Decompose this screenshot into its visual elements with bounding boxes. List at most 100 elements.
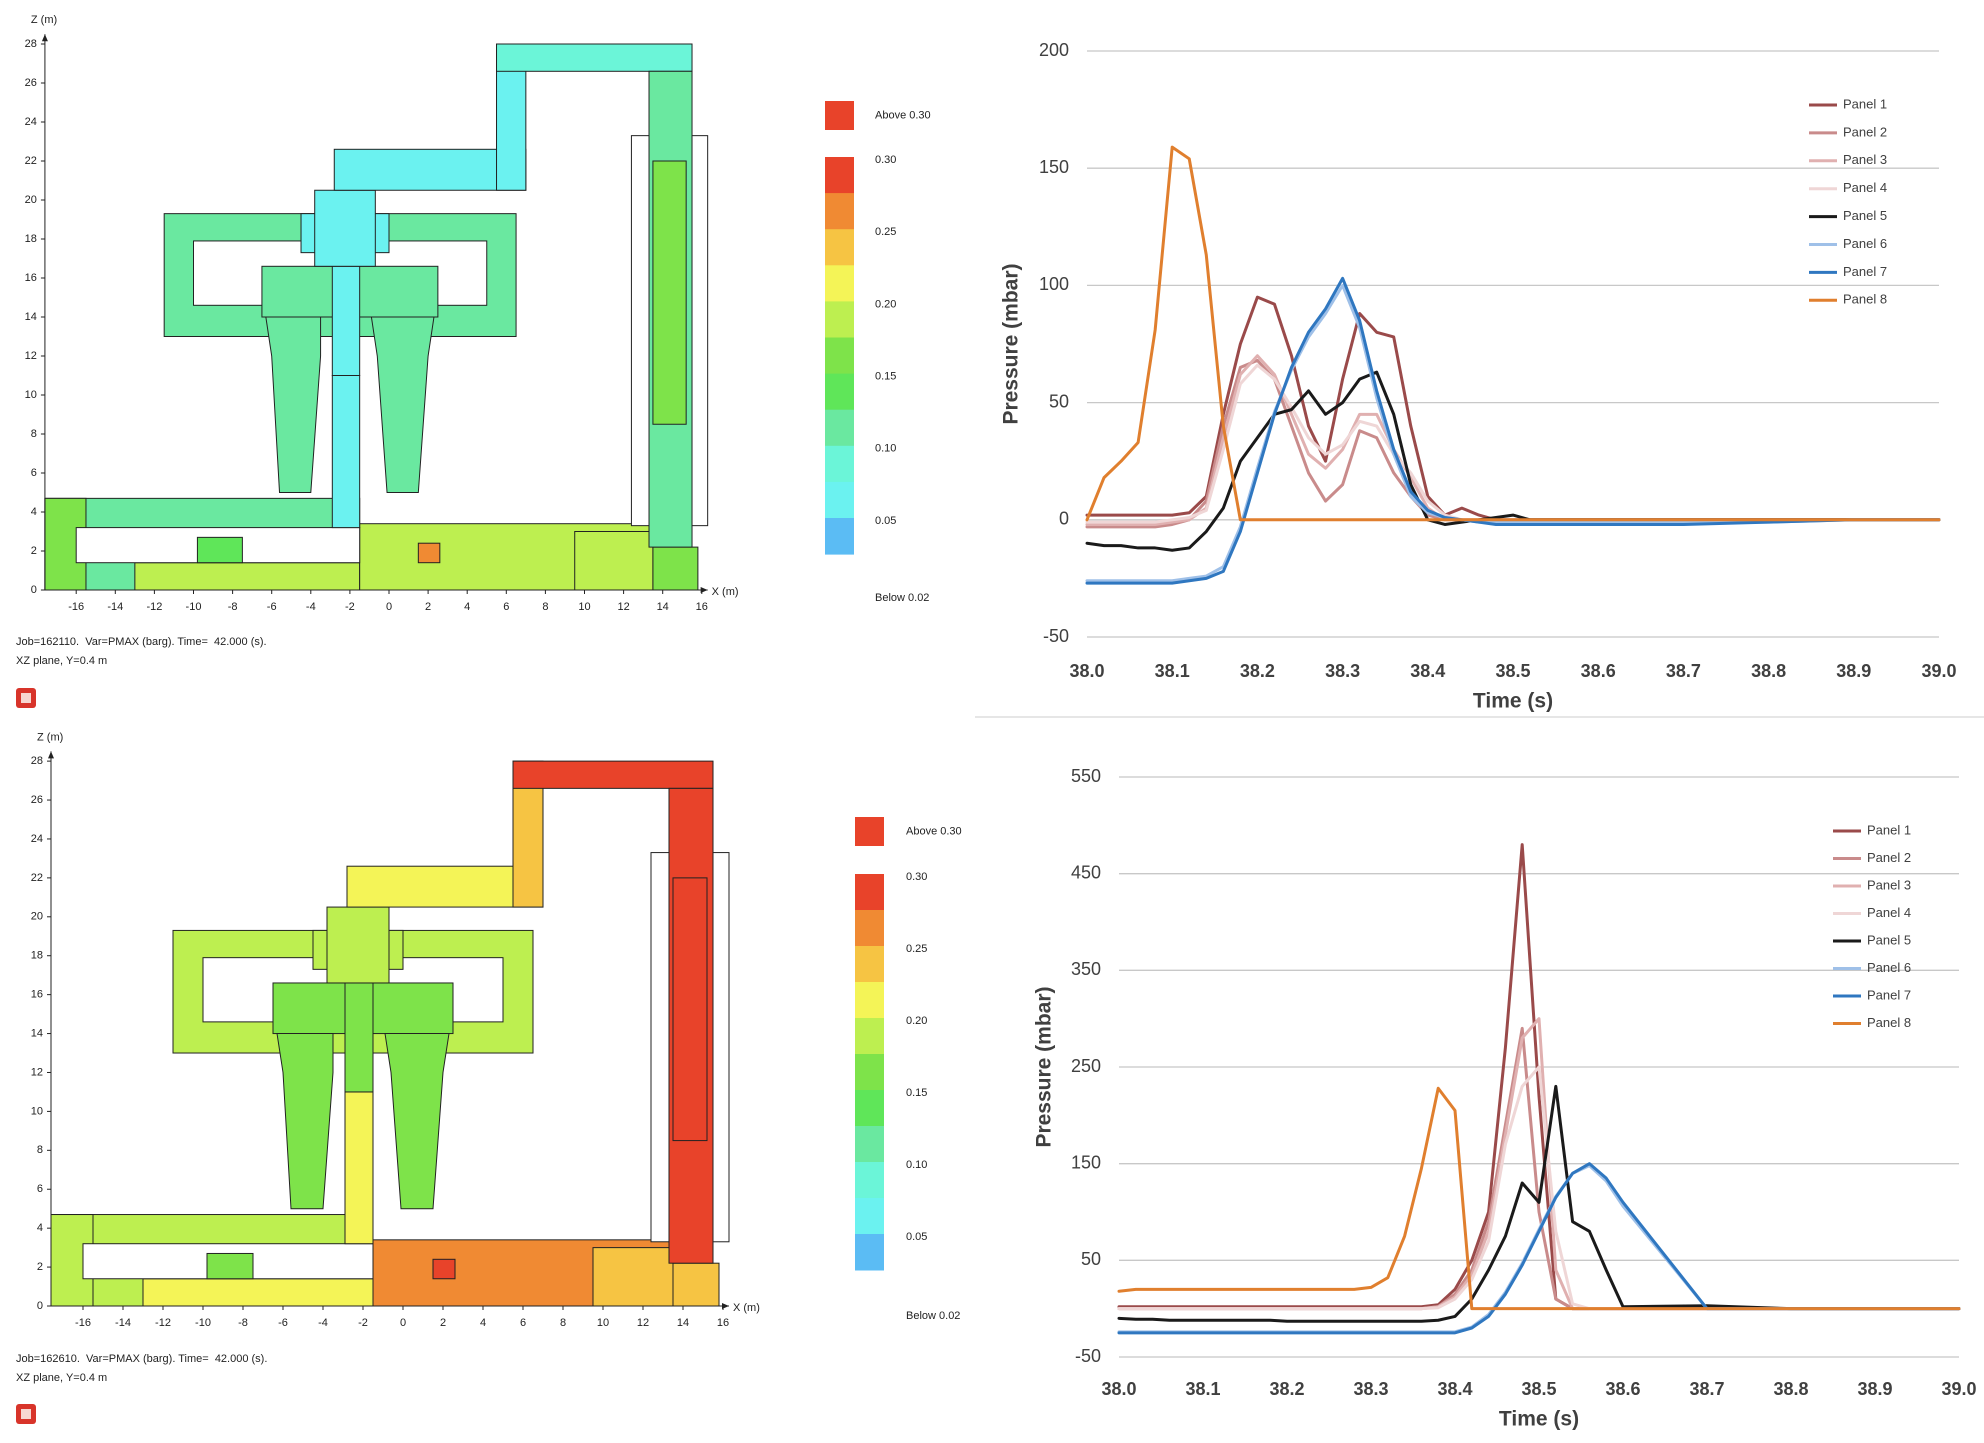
region [134,562,361,591]
region [672,1262,720,1307]
x-tick-label: -12 [155,1317,171,1329]
y-tick-label: 12 [25,350,37,362]
colorbar-segment [855,1126,884,1163]
x-tick-label: 8 [560,1317,566,1329]
legend-label: Panel 6 [1867,960,1911,975]
x-tick-label: 0 [400,1317,406,1329]
colorbar-segment [825,409,854,447]
x-tick-label: 39.0 [1921,661,1956,681]
x-tick-label: 14 [657,601,669,613]
y-tick-label: 28 [25,38,37,50]
region [712,852,730,1243]
y-tick-label: 24 [31,833,43,845]
y-tick-label: 18 [25,233,37,245]
region [652,546,699,591]
legend-label: Panel 2 [1843,124,1887,139]
x-tick-label: -4 [306,601,316,613]
x-tick-label: 38.7 [1666,661,1701,681]
x-tick-label: 38.3 [1325,661,1360,681]
series-line [1117,1162,1961,1335]
colorbar-label: 0.25 [875,226,896,238]
x-tick-label: 38.5 [1495,661,1530,681]
y-tick-label: 26 [31,794,43,806]
y-tick-label: 150 [1039,157,1069,177]
region [652,160,687,425]
y-tick-label: 550 [1071,766,1101,786]
y-tick-label: 0 [31,584,37,596]
x-tick-label: 10 [578,601,590,613]
colorbar-segment [855,1018,884,1055]
region [265,316,322,493]
x-tick-label: 10 [597,1317,609,1329]
colorbar-segment [855,874,884,911]
colorbar-label: 0.10 [875,443,896,455]
legend-label: Panel 7 [1843,264,1887,279]
contour-plot [44,43,709,591]
y-axis-title: Pressure (mbar) [1000,263,1023,424]
colorbar-segment [855,1198,884,1235]
x-tick-label: 6 [520,1317,526,1329]
x-axis-title: Time (s) [1499,1408,1579,1431]
y-tick-label: 12 [31,1066,43,1078]
legend-label: Panel 1 [1867,822,1911,837]
y-tick-label: 200 [1039,40,1069,60]
region [496,43,693,72]
x-tick-label: -16 [75,1317,91,1329]
region [142,1278,374,1307]
x-tick-label: 38.9 [1857,1379,1892,1399]
y-tick-label: 18 [31,950,43,962]
y-axis-label: Z (m) [37,731,63,743]
app-icon [16,1404,36,1424]
x-tick-label: 39.0 [1941,1379,1976,1399]
colorbar-label: Above 0.30 [875,109,931,121]
x-tick-label: 38.3 [1353,1379,1388,1399]
x-tick-label: 38.2 [1269,1379,1304,1399]
colorbar-segment [855,946,884,983]
y-tick-label: 50 [1049,391,1069,411]
x-tick-label: -6 [267,601,277,613]
x-tick-label: -6 [278,1317,288,1329]
y-tick-label: 14 [25,311,37,323]
legend-label: Panel 5 [1867,932,1911,947]
region [592,1247,674,1307]
y-tick-label: 26 [25,77,37,89]
legend-label: Panel 5 [1843,208,1887,223]
region [196,536,243,564]
footnote: Job=162110. Var=PMAX (barg). Time= 42.00… [16,636,267,648]
x-tick-label: -14 [115,1317,131,1329]
x-tick-label: 38.0 [1069,661,1104,681]
y-tick-label: 14 [31,1027,43,1039]
x-tick-label: 2 [440,1317,446,1329]
x-tick-label: -2 [358,1317,368,1329]
y-tick-label: 50 [1081,1249,1101,1269]
x-tick-label: 38.0 [1101,1379,1136,1399]
y-tick-label: 0 [37,1300,43,1312]
x-tick-label: 38.1 [1185,1379,1220,1399]
x-tick-label: 12 [617,601,629,613]
x-tick-label: -10 [186,601,202,613]
region [650,852,670,1243]
series-line [1085,283,1941,583]
legend-label: Panel 4 [1867,905,1911,920]
x-tick-label: 38.4 [1410,661,1445,681]
footnote: XZ plane, Y=0.4 m [16,1372,107,1384]
region [574,531,654,591]
x-tick-label: 8 [542,601,548,613]
legend-label: Panel 6 [1843,236,1887,251]
x-axis-arrow [700,587,708,593]
x-tick-label: 16 [717,1317,729,1329]
colorbar-segment [855,1162,884,1199]
y-tick-label: 8 [31,428,37,440]
region [331,265,361,376]
x-axis-label: X (m) [712,586,739,598]
region [691,135,709,527]
x-tick-label: 4 [480,1317,486,1329]
colorbar-segment [825,445,854,483]
y-tick-label: 250 [1071,1056,1101,1076]
colorbar-segment [825,373,854,411]
legend-label: Panel 4 [1843,180,1887,195]
region [276,1033,334,1210]
colorbar-label: 0.05 [906,1231,927,1243]
colorbar-segment [825,481,854,519]
colorbar-label: 0.30 [875,154,896,166]
